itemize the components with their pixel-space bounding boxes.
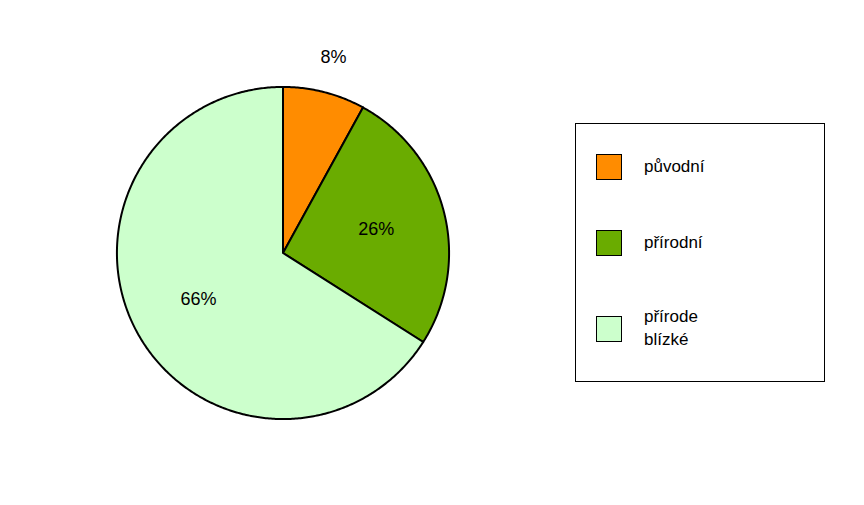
svg-text:66%: 66%: [181, 289, 217, 309]
html-text:původní: původní: [644, 157, 705, 177]
html-text:přírodní: přírodní: [644, 233, 703, 253]
svg-text:8%: 8%: [320, 47, 346, 67]
html-text:přírode blízké: přírode blízké: [644, 307, 698, 349]
svg-text:26%: 26%: [358, 219, 394, 239]
